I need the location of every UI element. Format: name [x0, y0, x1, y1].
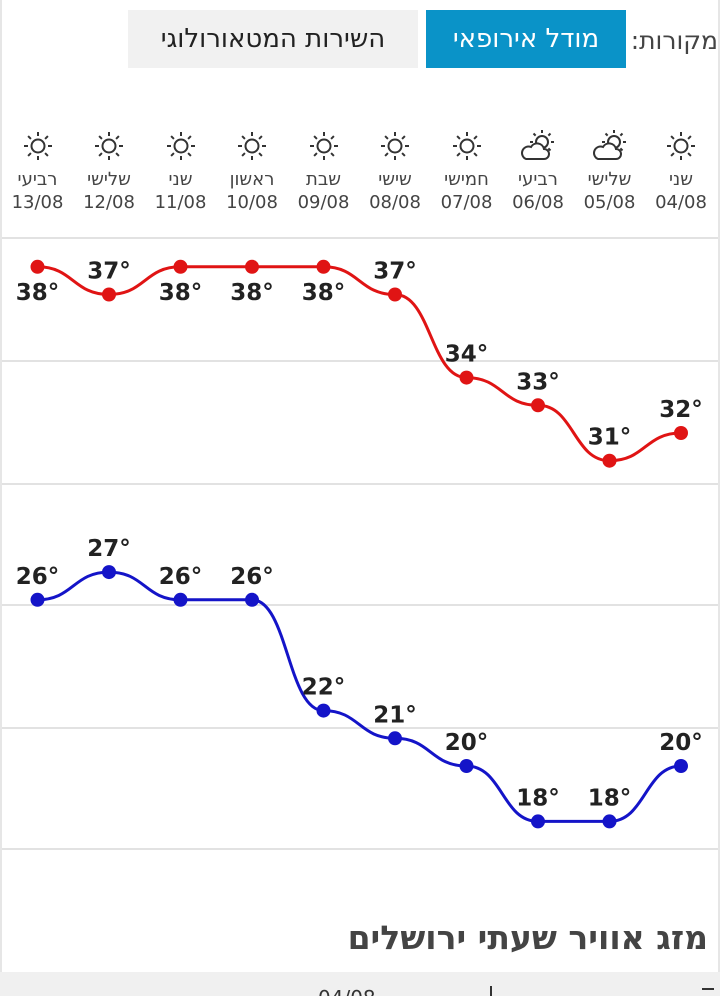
- sun-icon: [359, 126, 431, 166]
- low-temp-label: 20°: [445, 730, 489, 756]
- collapse-icon[interactable]: [702, 988, 714, 990]
- sun-icon: [73, 126, 145, 166]
- low-temp-label: 22°: [302, 675, 346, 701]
- high-temp-point: [459, 370, 474, 385]
- day-column: ראשון 10/08: [216, 126, 288, 213]
- day-column: שישי 08/08: [359, 126, 431, 213]
- high-temp-point: [531, 398, 545, 413]
- temperature-chart: 32° 31° 33° 34° 37° 38° 38° 38° 37° 38° 20° 18° 18° 2…: [2, 237, 718, 850]
- low-temp-label: 20°: [659, 730, 703, 756]
- day-column: חמישי 07/08: [431, 126, 503, 213]
- low-temp-point: [173, 592, 188, 607]
- high-temp-label: 32°: [659, 397, 703, 423]
- low-temp-point: [30, 592, 45, 607]
- high-temp-point: [316, 259, 331, 274]
- hourly-divider: [490, 986, 492, 996]
- left-edge-line: [0, 0, 2, 996]
- low-temp-label: 26°: [16, 564, 60, 590]
- day-name: שני: [168, 169, 193, 190]
- day-name: שלישי: [87, 169, 131, 190]
- partly-cloudy-icon: [574, 126, 646, 166]
- day-date: 08/08: [369, 192, 421, 213]
- day-name: רביעי: [17, 169, 58, 190]
- day-date: 12/08: [83, 192, 135, 213]
- high-temp-point: [102, 287, 116, 302]
- low-temp-label: 26°: [159, 564, 203, 590]
- day-name: ראשון: [229, 169, 275, 190]
- low-temp-point: [102, 565, 116, 580]
- low-temp-label: 18°: [516, 785, 560, 811]
- day-date: 10/08: [226, 192, 278, 213]
- day-name: שבת: [306, 169, 341, 190]
- high-temp-label: 38°: [159, 280, 203, 306]
- day-date: 11/08: [154, 192, 207, 213]
- high-temp-label: 31°: [588, 425, 632, 451]
- low-temp-line: [37, 570, 682, 823]
- high-temp-label: 37°: [87, 259, 131, 285]
- low-temp-label: 21°: [373, 702, 417, 728]
- day-name: שלישי: [587, 169, 632, 190]
- day-column: שבת 09/08: [288, 126, 360, 213]
- high-temp-label: 38°: [302, 280, 346, 306]
- european-model-source-button[interactable]: מודל אירופאי: [426, 10, 626, 68]
- high-temp-point: [674, 426, 688, 440]
- day-column: שלישי 12/08: [73, 126, 145, 213]
- day-column: רביעי 06/08: [502, 126, 574, 213]
- day-name: שני: [669, 169, 693, 190]
- high-temp-point: [388, 287, 402, 302]
- day-date: 04/08: [655, 192, 707, 213]
- low-temp-point: [245, 592, 259, 607]
- partly-cloudy-icon: [502, 126, 574, 166]
- low-temp-point: [388, 731, 402, 746]
- low-temp-point: [602, 814, 617, 829]
- day-column: שני 11/08: [145, 126, 217, 213]
- day-name: חמישי: [444, 169, 489, 190]
- day-date: 09/08: [297, 192, 350, 213]
- day-name: שישי: [378, 169, 412, 190]
- high-temp-label: 37°: [373, 259, 417, 285]
- high-temp-line: [37, 265, 682, 463]
- day-column: שני 04/08: [645, 126, 717, 213]
- day-date: 05/08: [583, 192, 636, 213]
- low-temp-label: 27°: [87, 536, 131, 562]
- high-temp-point: [602, 453, 617, 468]
- hourly-date-partial: 04/08: [318, 986, 376, 996]
- low-temp-point: [316, 703, 331, 718]
- right-edge-line: [718, 0, 720, 996]
- sun-icon: [431, 126, 503, 166]
- day-date: 13/08: [11, 192, 64, 213]
- high-temp-point: [173, 259, 188, 274]
- high-temp-label: 33°: [516, 369, 560, 395]
- low-temp-label: 26°: [230, 564, 274, 590]
- day-name: רביעי: [518, 169, 558, 190]
- forecast-days-row: שני 04/08 שלישי 05/08 רביעי 06/08 חמישי 07/08 שי…: [0, 126, 720, 221]
- high-temp-point: [245, 259, 259, 274]
- hourly-table-header: 04/08: [0, 972, 720, 996]
- low-temp-point: [674, 759, 688, 773]
- high-temp-point: [30, 259, 45, 274]
- high-temp-label: 34°: [445, 342, 489, 368]
- low-temp-label: 18°: [588, 785, 632, 811]
- day-date: 06/08: [512, 192, 564, 213]
- day-column: שלישי 05/08: [574, 126, 646, 213]
- day-column: רביעי 13/08: [2, 126, 74, 213]
- hourly-weather-title: מזג אוויר שעתי ירושלים: [347, 918, 708, 957]
- sources-bar: השירות המטאורולוגי מודל אירופאי מקורות:: [0, 10, 720, 70]
- sun-icon: [2, 126, 74, 166]
- high-temp-label: 38°: [230, 280, 274, 306]
- ims-source-button[interactable]: השירות המטאורולוגי: [128, 10, 418, 68]
- sources-label: מקורות:: [630, 26, 718, 55]
- day-date: 07/08: [440, 192, 493, 213]
- high-temp-label: 38°: [16, 280, 60, 306]
- low-temp-point: [459, 759, 474, 773]
- low-temp-point: [531, 814, 545, 829]
- sun-icon: [288, 126, 360, 166]
- sun-icon: [216, 126, 288, 166]
- sun-icon: [145, 126, 217, 166]
- sun-icon: [645, 126, 717, 166]
